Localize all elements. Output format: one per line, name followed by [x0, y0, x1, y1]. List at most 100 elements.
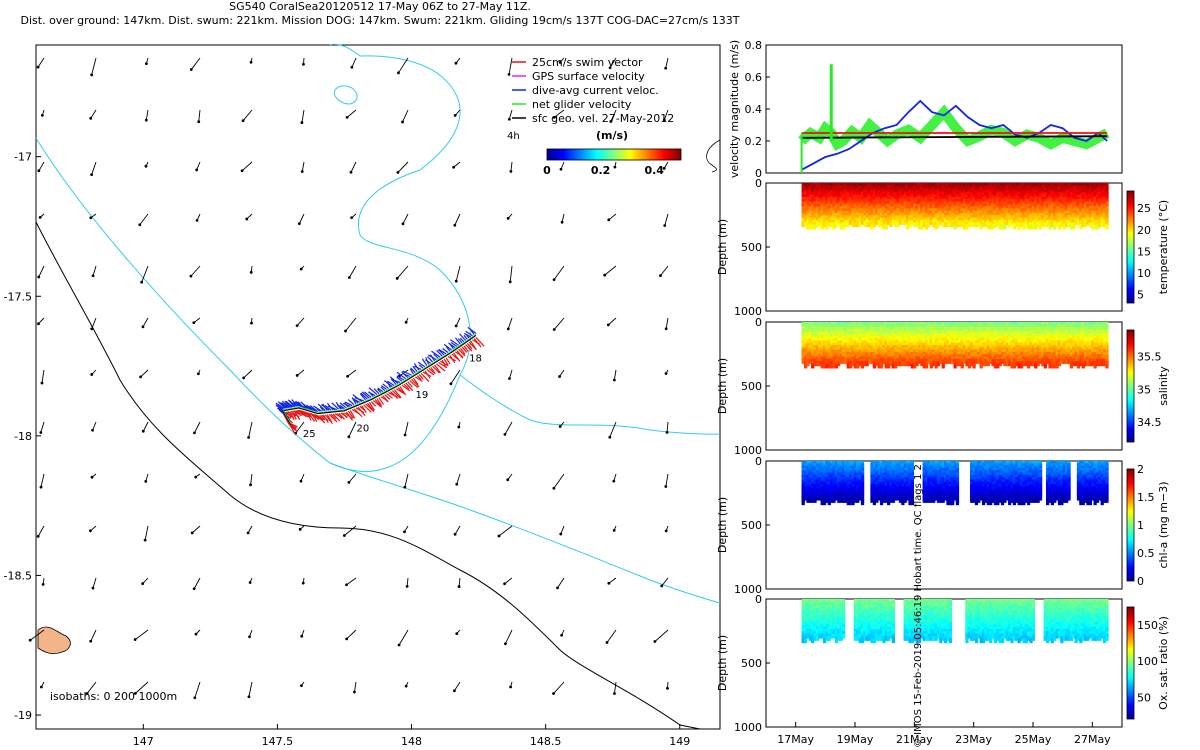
geostrophic-arrow-head	[455, 482, 459, 486]
dac-vector-arrow	[317, 403, 326, 412]
geostrophic-arrow-head	[300, 634, 304, 638]
geostrophic-velocity-arrow	[398, 629, 409, 646]
geostrophic-arrow-head	[606, 323, 610, 327]
temperature-cell	[1055, 222, 1059, 228]
geostrophic-arrow-head	[144, 118, 148, 122]
geostrophic-arrow-head	[90, 373, 94, 376]
temperature-cell	[913, 222, 917, 228]
swim-vector-arrow	[284, 411, 293, 418]
dac-vector-arrow	[339, 402, 347, 409]
dac-vector-arrow	[438, 348, 447, 355]
geostrophic-velocity-arrow	[604, 265, 617, 276]
geostrophic-arrow-head	[90, 173, 94, 177]
geostrophic-arrow-head	[609, 120, 613, 123]
geostrophic-velocity-arrow	[654, 629, 669, 642]
geostrophic-arrow-head	[552, 486, 556, 490]
geostrophic-arrow-head	[353, 690, 356, 694]
swim-vector-arrow	[290, 410, 300, 418]
temperature-cell	[1008, 222, 1012, 228]
track-day-label: 20	[357, 423, 370, 434]
geostrophic-arrow-head	[345, 637, 349, 641]
temperature-ylabel: Depth (m)	[716, 219, 729, 275]
vector-scale-label: 4h	[507, 131, 520, 142]
geostrophic-arrow-head	[612, 528, 616, 532]
geostrophic-arrow-head	[452, 689, 456, 693]
swim-vector-arrow	[365, 403, 375, 413]
geostrophic-velocity-arrow	[347, 369, 357, 377]
geostrophic-arrow-head	[138, 223, 142, 227]
temperature-cell	[1088, 222, 1092, 228]
temperature-cell	[962, 224, 967, 230]
dac-vector-arrow	[467, 326, 477, 334]
temperature-cell	[1103, 222, 1107, 228]
geostrophic-arrow-head	[560, 220, 564, 224]
geostrophic-velocity-arrow	[241, 161, 253, 172]
temperature-cell	[967, 222, 971, 228]
swim-vector-arrow	[395, 388, 405, 395]
dac-vector-arrow	[445, 346, 451, 352]
temperature-cell	[986, 224, 990, 230]
dac-vector-arrow	[351, 397, 357, 405]
geostrophic-arrow-head	[612, 479, 616, 483]
temperature-cell	[1015, 222, 1019, 228]
geostrophic-velocity-arrow	[406, 577, 409, 587]
speed-colorbar-tick: 0.2	[591, 164, 611, 177]
temperature-cell	[822, 222, 827, 228]
geostrophic-arrow-head	[664, 372, 668, 375]
swim-vector-arrow	[420, 372, 430, 382]
dac-vector-arrow	[417, 361, 426, 368]
dac-vector-arrow	[359, 393, 367, 401]
geostrophic-arrow-head	[664, 485, 668, 488]
temperature-cell	[929, 219, 933, 225]
temperature-cell	[1043, 222, 1047, 228]
geostrophic-arrow-head	[457, 585, 461, 588]
swim-vector-arrow	[351, 409, 360, 415]
speed-colorbar-tick: 0	[543, 164, 551, 177]
salinity-cell	[972, 363, 976, 369]
geostrophic-arrow-head	[342, 534, 346, 537]
geostrophic-arrow-head	[189, 274, 193, 278]
velocity-ylabel: velocity magnitude (m/s)	[728, 40, 741, 178]
temperature-cell	[941, 222, 945, 228]
swim-vector-arrow	[399, 386, 407, 396]
geostrophic-arrow-head	[404, 320, 408, 324]
geostrophic-velocity-arrow	[198, 109, 201, 122]
swim-vector-arrow	[388, 392, 398, 398]
geostrophic-arrow-head	[663, 224, 667, 227]
geostrophic-arrow-head	[90, 73, 94, 77]
dac-vector-arrow	[382, 383, 389, 390]
geostrophic-arrow-head	[193, 431, 196, 435]
speed-colorbar	[546, 148, 682, 161]
geostrophic-arrow-head	[28, 638, 32, 642]
geostrophic-arrow-head	[39, 485, 43, 489]
dac-vector-arrow	[433, 353, 439, 359]
geostrophic-velocity-arrow	[609, 421, 617, 438]
dac-vector-arrow	[390, 378, 397, 385]
dac-vector-arrow	[322, 403, 328, 411]
temperature-cell	[849, 219, 853, 225]
geostrophic-velocity-arrow	[145, 109, 149, 121]
geostrophic-velocity-arrow	[139, 213, 149, 226]
track-day-label: 18	[469, 354, 482, 365]
dac-vector-arrow	[353, 398, 359, 404]
map-xtick-label: 148.5	[530, 735, 562, 748]
temperature-cell	[834, 222, 839, 228]
dac-vector-arrow	[373, 388, 380, 394]
geostrophic-velocity-arrow	[509, 369, 513, 379]
geostrophic-arrow-head	[452, 165, 456, 169]
dac-vector-arrow	[436, 349, 443, 357]
geostrophic-velocity-arrow	[348, 265, 357, 278]
dac-vector-arrow	[438, 349, 445, 356]
swim-vector-arrow	[391, 390, 401, 399]
geostrophic-velocity-arrow	[134, 629, 149, 640]
geostrophic-arrow-head	[395, 276, 399, 280]
temperature-cell	[1022, 224, 1026, 230]
geostrophic-arrow-head	[299, 479, 303, 483]
swim-vector-arrow	[380, 396, 389, 402]
geostrophic-velocity-arrow	[665, 317, 669, 329]
velocity-series-line	[801, 99, 1108, 171]
dac-vector-arrow	[285, 400, 294, 408]
geostrophic-velocity-arrow	[346, 629, 357, 640]
geostrophic-arrow-head	[403, 485, 407, 489]
geostrophic-velocity-arrow	[348, 421, 357, 437]
